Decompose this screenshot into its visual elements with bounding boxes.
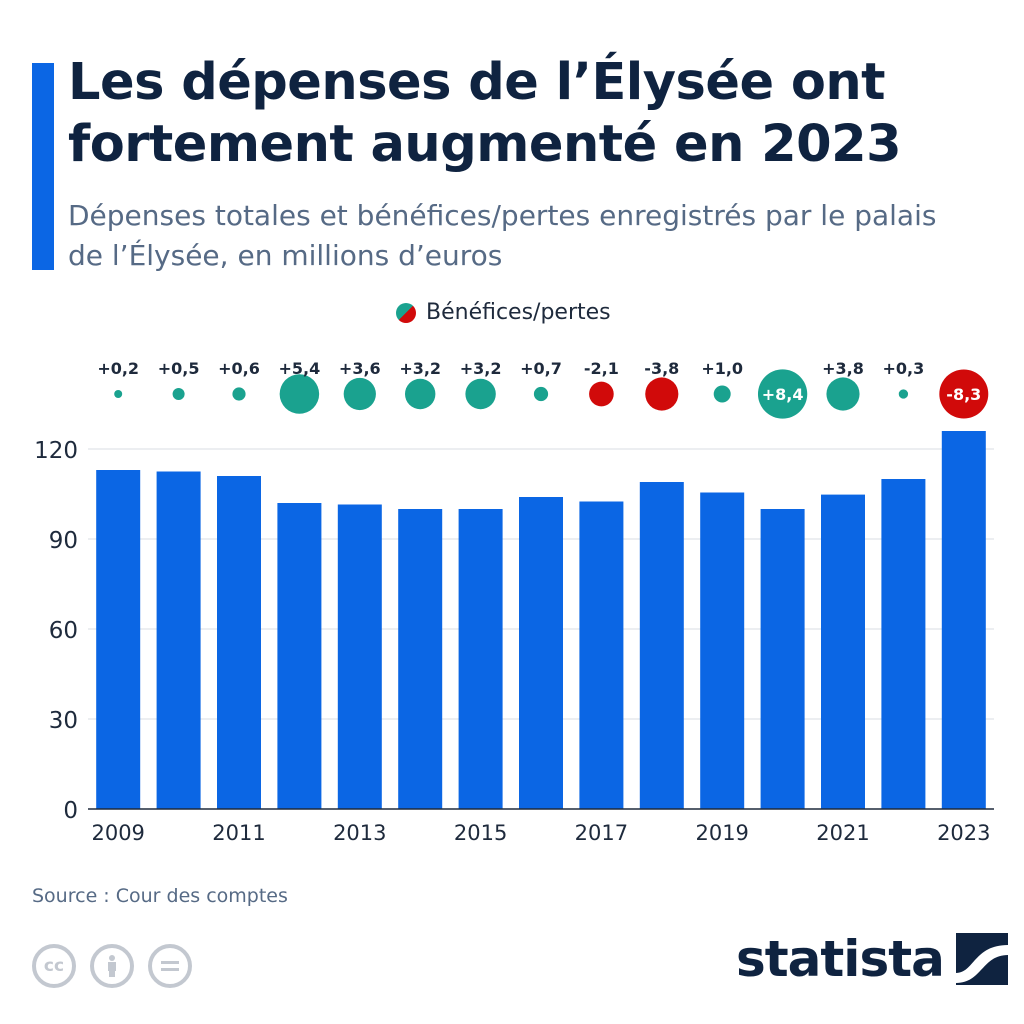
x-tick-label: 2015	[454, 821, 507, 845]
bubble-label: +1,0	[701, 359, 743, 378]
bubble	[713, 385, 731, 403]
bar	[760, 509, 805, 809]
bubble-label: +5,4	[279, 359, 321, 378]
bubble	[645, 377, 679, 411]
attribution-icon[interactable]	[90, 944, 134, 988]
bubble-label: -3,8	[644, 359, 679, 378]
y-tick-label: 90	[49, 528, 78, 554]
bubble	[939, 369, 989, 419]
y-tick-label: 0	[63, 798, 78, 824]
bubble-label: +3,2	[460, 359, 502, 378]
x-tick-label: 2013	[333, 821, 386, 845]
x-tick-label: 2011	[212, 821, 265, 845]
bar	[700, 492, 745, 809]
x-tick-label: 2009	[91, 821, 144, 845]
bar-chart: 0 30 60 90 120 2009 2011 2013 2015 2017 2019 2021 20…	[34, 359, 994, 845]
bubble	[757, 369, 808, 419]
bubble	[465, 378, 496, 410]
bubble-label: +8,4	[762, 385, 804, 404]
bubble	[404, 378, 436, 410]
legend: Bénéfices/pertes	[396, 300, 611, 325]
bubble-label: +0,6	[218, 359, 260, 378]
bubble-label: +0,5	[158, 359, 200, 378]
x-tick-label: 2021	[816, 821, 869, 845]
bar	[217, 476, 261, 809]
bubble-label: +3,6	[339, 359, 381, 378]
bar	[519, 497, 563, 809]
bubble	[343, 377, 376, 411]
bubble-label: -8,3	[946, 385, 981, 404]
chart-subtitle: Dépenses totales et bénéfices/pertes enr…	[68, 199, 937, 272]
no-derivatives-icon[interactable]	[148, 944, 192, 988]
bubble-label: +0,7	[520, 359, 562, 378]
logo-text: statista	[736, 930, 945, 988]
bubble	[898, 389, 909, 399]
bar	[277, 503, 322, 809]
cc-icon[interactable]: cc	[32, 944, 76, 988]
bubble-label: +3,2	[399, 359, 441, 378]
legend-label: Bénéfices/pertes	[426, 300, 611, 325]
accent-bar	[32, 63, 54, 270]
bubble-label: +0,2	[97, 359, 139, 378]
bubble-label: +0,3	[883, 359, 925, 378]
bar	[458, 509, 503, 809]
bubble	[589, 381, 614, 407]
bubble	[114, 390, 123, 398]
y-tick-label: 120	[34, 438, 78, 464]
x-tick-label: 2019	[695, 821, 748, 845]
legend-bubble-icon	[396, 302, 416, 323]
bar	[639, 482, 684, 809]
bar	[156, 471, 201, 809]
license-icons: cc	[32, 944, 206, 988]
source-note: Source : Cour des comptes	[32, 885, 288, 907]
chart-title: Les dépenses de l’Élysée ont fortement a…	[68, 53, 902, 174]
bar	[337, 504, 382, 809]
y-tick-label: 60	[49, 618, 78, 644]
y-tick-label: 30	[49, 708, 78, 734]
bubble	[172, 387, 185, 401]
x-tick-label: 2023	[937, 821, 990, 845]
statista-logo[interactable]: statista	[736, 930, 1008, 988]
bar	[821, 494, 865, 809]
bar	[398, 509, 443, 809]
bubble	[533, 386, 549, 402]
bubble	[279, 374, 320, 414]
bubble	[826, 377, 860, 411]
bar	[579, 501, 624, 809]
bar	[881, 479, 926, 809]
bubble-label: +3,8	[822, 359, 864, 378]
x-tick-label: 2017	[575, 821, 628, 845]
bar	[96, 470, 141, 809]
bubble-label: -2,1	[584, 359, 619, 378]
statista-mark-icon	[955, 933, 1008, 985]
bar	[941, 431, 986, 809]
bubble	[232, 387, 246, 401]
